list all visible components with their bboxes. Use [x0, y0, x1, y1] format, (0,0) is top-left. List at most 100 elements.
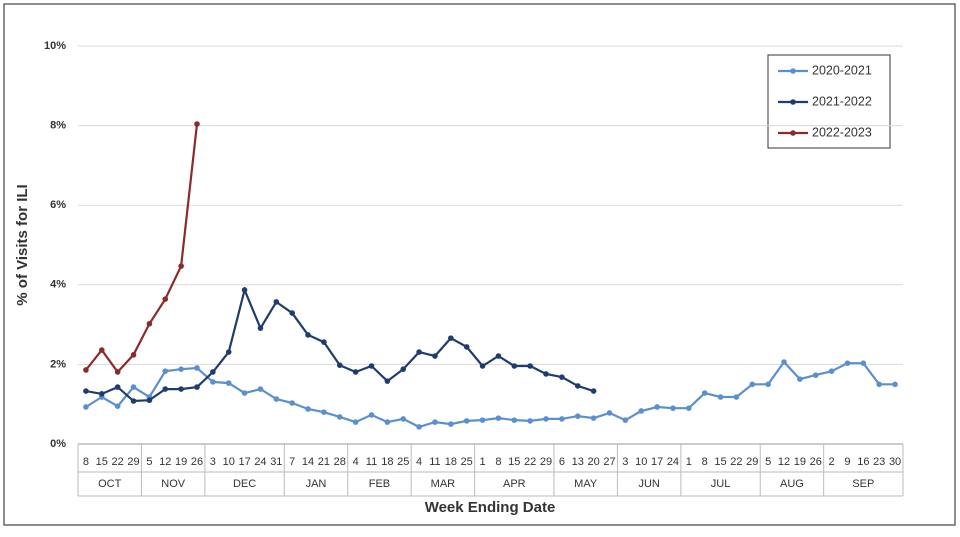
data-point	[654, 404, 660, 410]
x-tick-label: 3	[622, 456, 628, 468]
x-tick-label: 25	[397, 456, 409, 468]
data-point	[225, 380, 232, 386]
data-point	[844, 360, 851, 367]
data-point	[892, 381, 898, 388]
data-point	[241, 390, 248, 396]
data-point	[321, 409, 327, 415]
x-tick-label: 15	[714, 456, 726, 468]
data-point	[686, 405, 692, 411]
data-point	[606, 410, 613, 416]
x-tick-label: 29	[746, 456, 758, 468]
x-group-label: FEB	[369, 478, 390, 490]
x-tick-label: 15	[508, 456, 520, 468]
data-point	[463, 344, 470, 350]
x-group-label: AUG	[780, 478, 804, 490]
data-point	[194, 121, 200, 127]
x-tick-label: 19	[794, 456, 806, 468]
data-point	[83, 367, 89, 373]
x-group-label: MAY	[574, 478, 598, 490]
data-point	[463, 418, 470, 424]
y-tick-label: 2%	[50, 358, 66, 370]
x-tick-label: 4	[416, 456, 422, 468]
data-point	[448, 421, 454, 427]
data-point	[511, 363, 518, 369]
data-point	[98, 347, 105, 353]
data-point	[860, 360, 867, 367]
x-tick-label: 24	[254, 456, 266, 468]
data-point	[225, 349, 232, 355]
x-tick-label: 17	[238, 456, 250, 468]
x-group-label: SEP	[852, 478, 874, 490]
data-point	[194, 384, 200, 390]
x-group-label: OCT	[98, 478, 122, 490]
x-group-label: MAR	[431, 478, 456, 490]
x-tick-label: 7	[289, 456, 295, 468]
x-group-label: JAN	[306, 478, 327, 490]
x-tick-label: 10	[635, 456, 647, 468]
x-tick-label: 31	[270, 456, 282, 468]
legend-marker	[790, 68, 796, 74]
x-tick-label: 16	[857, 456, 869, 468]
data-point	[590, 415, 597, 421]
data-point	[432, 419, 438, 425]
legend-label: 2021-2022	[812, 94, 872, 108]
data-point	[352, 369, 359, 375]
data-point	[527, 418, 533, 424]
x-tick-label: 1	[686, 456, 692, 468]
x-tick-label: 26	[191, 456, 203, 468]
data-point	[83, 388, 89, 394]
x-tick-label: 22	[524, 456, 536, 468]
x-tick-label: 12	[778, 456, 790, 468]
x-tick-label: 8	[83, 456, 89, 468]
data-point	[812, 372, 819, 378]
y-axis-title: % of Visits for ILI	[14, 184, 31, 305]
data-point	[590, 388, 597, 394]
x-tick-label: 26	[810, 456, 822, 468]
x-tick-label: 6	[559, 456, 565, 468]
x-group-label: JUL	[711, 478, 731, 490]
series-line	[85, 360, 896, 429]
data-point	[717, 394, 724, 400]
data-point	[495, 353, 502, 359]
legend-marker	[790, 130, 796, 136]
x-tick-label: 2	[829, 456, 835, 468]
series-line	[85, 123, 199, 374]
data-point	[273, 299, 280, 305]
data-point	[146, 397, 153, 404]
data-point	[622, 417, 629, 423]
x-tick-label: 18	[445, 456, 457, 468]
data-point	[162, 368, 169, 374]
x-tick-label: 28	[334, 456, 346, 468]
data-point	[83, 404, 89, 410]
data-point	[114, 403, 121, 409]
data-point	[574, 413, 581, 419]
data-point	[194, 365, 200, 371]
data-point	[98, 391, 105, 397]
x-tick-label: 24	[667, 456, 679, 468]
x-tick-label: 8	[495, 456, 501, 468]
data-point	[574, 383, 581, 389]
x-tick-label: 23	[873, 456, 885, 468]
x-tick-label: 1	[480, 456, 486, 468]
x-tick-label: 17	[651, 456, 663, 468]
x-axis-title: Week Ending Date	[425, 499, 556, 516]
data-point	[114, 384, 121, 390]
data-point	[210, 379, 216, 385]
data-point	[733, 394, 740, 400]
x-tick-label: 19	[175, 456, 187, 468]
data-point	[432, 353, 438, 359]
data-point	[305, 332, 311, 338]
data-point	[352, 419, 359, 425]
x-tick-label: 21	[318, 456, 330, 468]
y-tick-label: 0%	[50, 438, 66, 450]
data-point	[368, 363, 375, 369]
data-point	[416, 349, 422, 355]
x-group-label: APR	[503, 478, 526, 490]
x-tick-label: 10	[223, 456, 235, 468]
data-point	[511, 417, 518, 423]
legend-label: 2020-2021	[812, 63, 872, 77]
data-point	[289, 400, 295, 406]
x-tick-label: 25	[461, 456, 473, 468]
x-group-label: DEC	[233, 478, 256, 490]
